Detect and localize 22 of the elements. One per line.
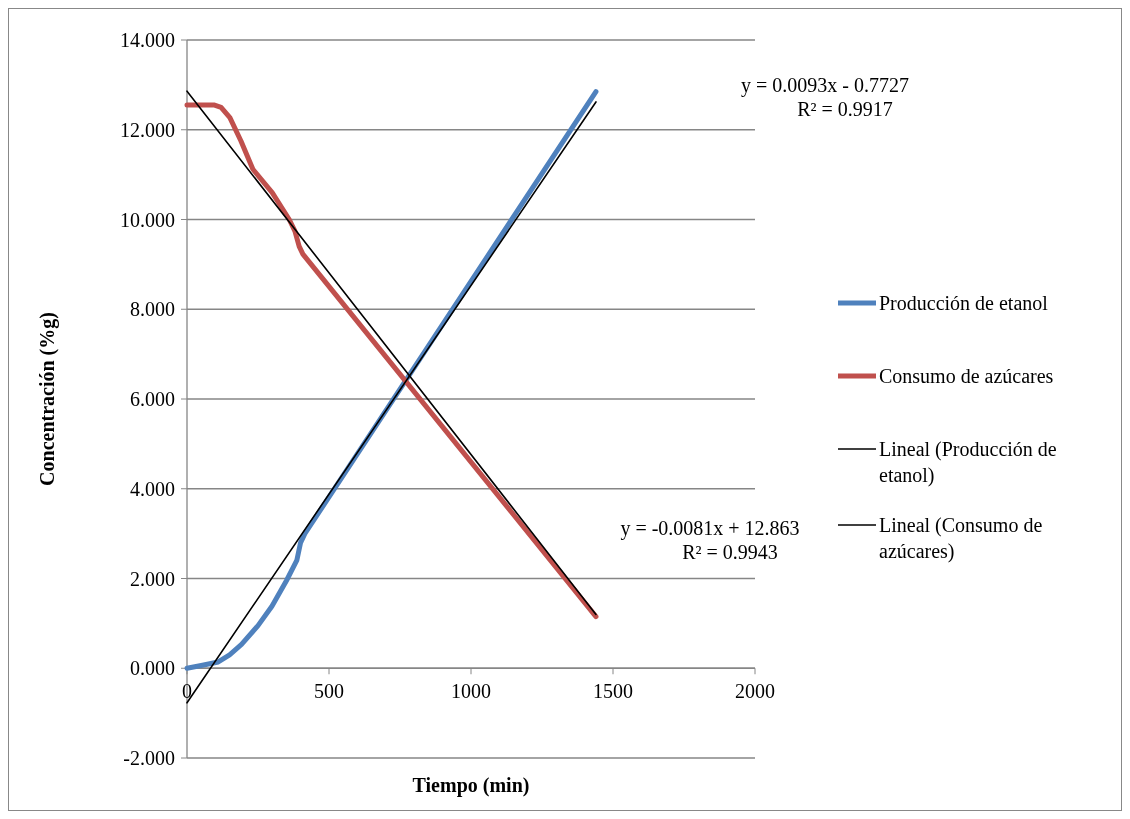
y-tick-label: 4.000 <box>130 477 175 500</box>
y-axis-title: Concentración (%g) <box>36 312 59 486</box>
y-tick-label: 10.000 <box>120 208 175 231</box>
y-tick-label: 6.000 <box>130 388 175 410</box>
y-tick-label: 0.000 <box>130 657 175 680</box>
y-tick-label: 8.000 <box>130 298 175 321</box>
x-axis-title: Tiempo (min) <box>412 774 530 797</box>
y-tick-label: 14.000 <box>120 29 175 51</box>
annotation: y = 0.0093x - 0.7727 R² = 0.9917 <box>741 74 909 120</box>
y-tick-label: -2.000 <box>123 747 175 769</box>
legend-label: Consumo de azúcares <box>879 365 1054 387</box>
x-tick-label: 2000 <box>735 680 775 703</box>
legend-label: Producción de etanol <box>879 292 1049 314</box>
x-tick-label: 1000 <box>451 680 491 703</box>
x-tick-label: 1500 <box>593 680 633 703</box>
x-tick-label: 500 <box>314 680 344 703</box>
annotation: y = -0.0081x + 12.863 R² = 0.9943 <box>620 517 800 563</box>
y-tick-label: 2.000 <box>130 567 175 590</box>
legend-label: Lineal (Producción de etanol) <box>879 438 1057 487</box>
y-tick-label: 12.000 <box>120 118 175 141</box>
x-tick-label: 0 <box>182 680 192 703</box>
legend-label: Lineal (Consumo de azúcares) <box>879 514 1043 563</box>
